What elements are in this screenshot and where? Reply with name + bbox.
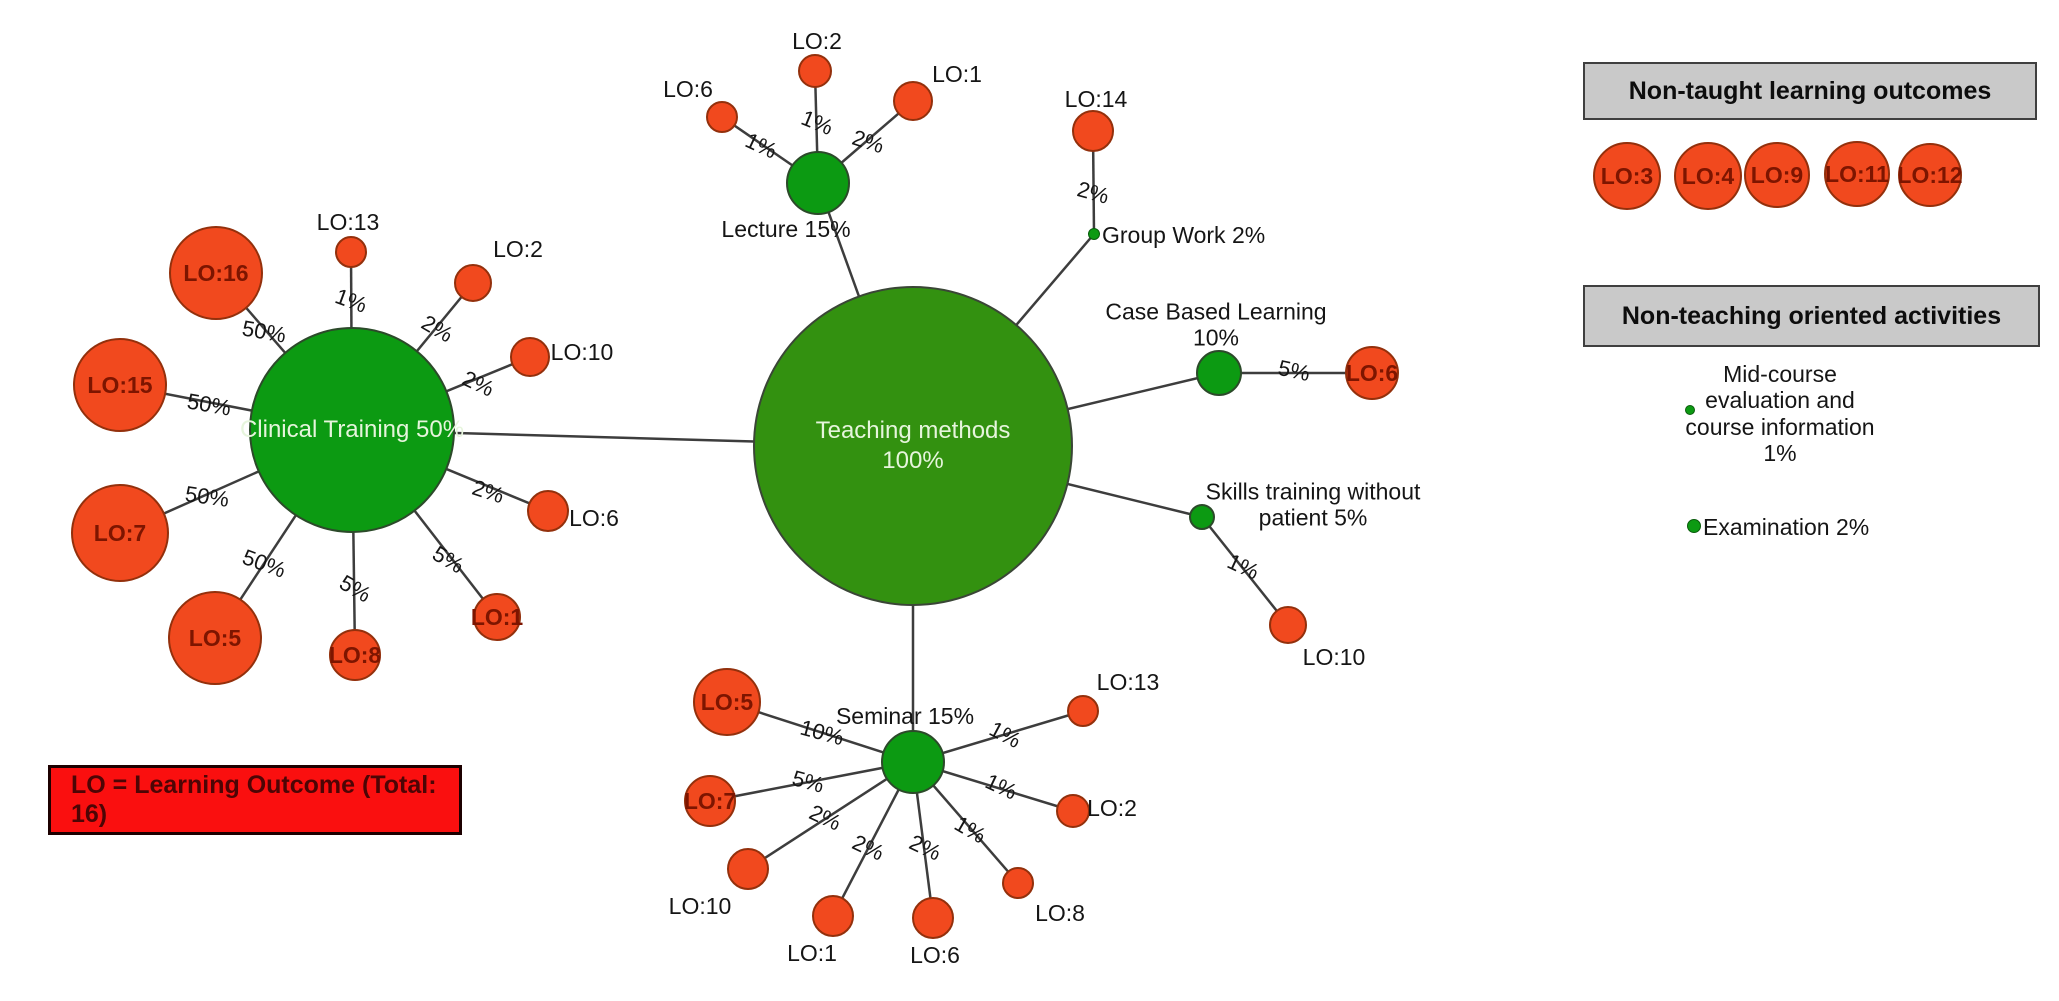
node-se10 bbox=[727, 848, 769, 890]
node-label-se10: LO:10 bbox=[668, 892, 732, 919]
node-label-se6: LO:6 bbox=[910, 941, 960, 968]
node-label-seminar: Seminar 15% bbox=[835, 702, 975, 729]
node-exam bbox=[1687, 519, 1701, 533]
node-label-c10: LO:10 bbox=[550, 338, 614, 365]
node-label-s10: LO:10 bbox=[1302, 643, 1366, 670]
node-se8 bbox=[1002, 867, 1034, 899]
node-p4: LO:4 bbox=[1674, 142, 1742, 210]
node-label-g14: LO:14 bbox=[1064, 85, 1128, 112]
node-se6 bbox=[912, 897, 954, 939]
node-c5: LO:5 bbox=[168, 591, 262, 685]
node-seminar bbox=[881, 730, 945, 794]
node-c2 bbox=[454, 264, 492, 302]
node-p3: LO:3 bbox=[1593, 142, 1661, 210]
node-label-groupwork: Group Work 2% bbox=[1102, 221, 1266, 248]
node-label-se1: LO:1 bbox=[787, 939, 837, 966]
node-c8: LO:8 bbox=[329, 629, 381, 681]
node-c6 bbox=[527, 490, 569, 532]
non-taught-header-label: Non-taught learning outcomes bbox=[1628, 76, 1992, 105]
legend-label: LO = Learning Outcome (Total: 16) bbox=[71, 771, 437, 828]
node-se13 bbox=[1067, 695, 1099, 727]
node-midcourse bbox=[1685, 405, 1695, 415]
node-g14 bbox=[1072, 110, 1114, 152]
node-p11: LO:11 bbox=[1824, 141, 1890, 207]
node-p9: LO:9 bbox=[1744, 142, 1810, 208]
node-label-se13: LO:13 bbox=[1096, 668, 1160, 695]
node-lecture bbox=[786, 151, 850, 215]
node-l2 bbox=[798, 54, 832, 88]
node-c1: LO:1 bbox=[471, 593, 523, 641]
non-teaching-header: Non-teaching oriented activities bbox=[1583, 285, 2040, 347]
node-s10 bbox=[1269, 606, 1307, 644]
node-label-midcourse: Mid-course evaluation and course informa… bbox=[1685, 361, 1875, 467]
node-se1 bbox=[812, 895, 854, 937]
node-label-lecture: Lecture 15% bbox=[721, 215, 851, 242]
node-clinical: Clinical Training 50% bbox=[240, 327, 464, 533]
legend-box: LO = Learning Outcome (Total: 16) bbox=[48, 765, 462, 835]
node-se2 bbox=[1056, 794, 1090, 828]
node-c13 bbox=[335, 236, 367, 268]
node-label-c2: LO:2 bbox=[493, 235, 543, 262]
non-taught-header: Non-taught learning outcomes bbox=[1583, 62, 2037, 120]
node-label-exam: Examination 2% bbox=[1703, 513, 1870, 540]
node-teaching: Teaching methods 100% bbox=[753, 286, 1073, 606]
node-l6 bbox=[706, 101, 738, 133]
node-c16: LO:16 bbox=[169, 226, 263, 320]
node-label-l6: LO:6 bbox=[663, 75, 713, 102]
node-cb6: LO:6 bbox=[1345, 346, 1399, 400]
node-p12: LO:12 bbox=[1897, 143, 1963, 207]
node-label-l2: LO:2 bbox=[792, 27, 842, 54]
node-c7: LO:7 bbox=[71, 484, 169, 582]
node-se7: LO:7 bbox=[684, 775, 736, 827]
node-l1 bbox=[893, 81, 933, 121]
node-c15: LO:15 bbox=[73, 338, 167, 432]
edge-skills-s10 bbox=[1201, 516, 1289, 626]
non-teaching-header-label: Non-teaching oriented activities bbox=[1621, 301, 2002, 330]
node-label-c13: LO:13 bbox=[316, 208, 380, 235]
node-label-casebased: Case Based Learning 10% bbox=[1105, 298, 1327, 351]
node-se5: LO:5 bbox=[693, 668, 761, 736]
node-groupwork bbox=[1088, 228, 1100, 240]
node-c10 bbox=[510, 337, 550, 377]
node-label-skills: Skills training without patient 5% bbox=[1205, 478, 1421, 531]
node-label-se2: LO:2 bbox=[1087, 794, 1137, 821]
node-label-l1: LO:1 bbox=[932, 60, 982, 87]
edge-seminar-se7 bbox=[709, 760, 914, 803]
node-skills bbox=[1189, 504, 1215, 530]
node-label-se8: LO:8 bbox=[1035, 899, 1085, 926]
node-label-c6: LO:6 bbox=[569, 504, 619, 531]
node-casebased bbox=[1196, 350, 1242, 396]
